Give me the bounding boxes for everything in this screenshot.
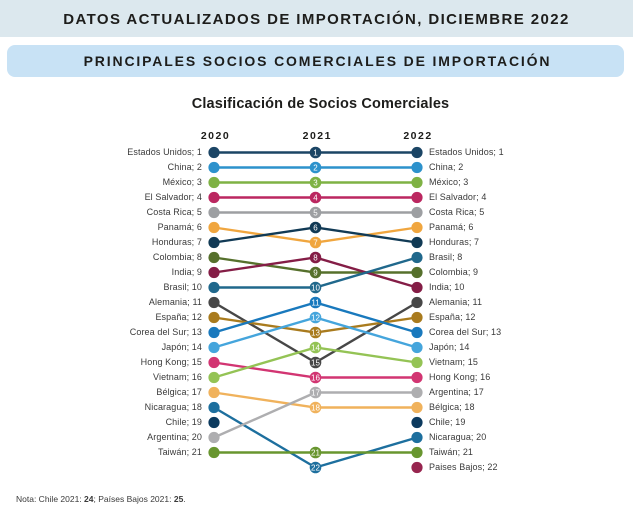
svg-text:3: 3 [313, 178, 318, 187]
svg-text:6: 6 [313, 223, 318, 232]
svg-text:14: 14 [311, 343, 320, 352]
svg-text:11: 11 [311, 298, 320, 307]
svg-text:16: 16 [311, 373, 320, 382]
svg-text:12: 12 [311, 313, 320, 322]
svg-text:5: 5 [313, 208, 318, 217]
svg-text:4: 4 [313, 193, 318, 202]
svg-text:15: 15 [311, 358, 320, 367]
svg-text:17: 17 [311, 388, 320, 397]
svg-text:13: 13 [311, 328, 320, 337]
svg-text:8: 8 [313, 253, 318, 262]
svg-text:10: 10 [311, 283, 320, 292]
svg-text:1: 1 [313, 148, 318, 157]
svg-text:21: 21 [311, 448, 320, 457]
svg-text:9: 9 [313, 268, 318, 277]
svg-text:7: 7 [313, 238, 318, 247]
svg-text:22: 22 [311, 463, 320, 472]
svg-text:2: 2 [313, 163, 318, 172]
svg-text:18: 18 [311, 403, 320, 412]
